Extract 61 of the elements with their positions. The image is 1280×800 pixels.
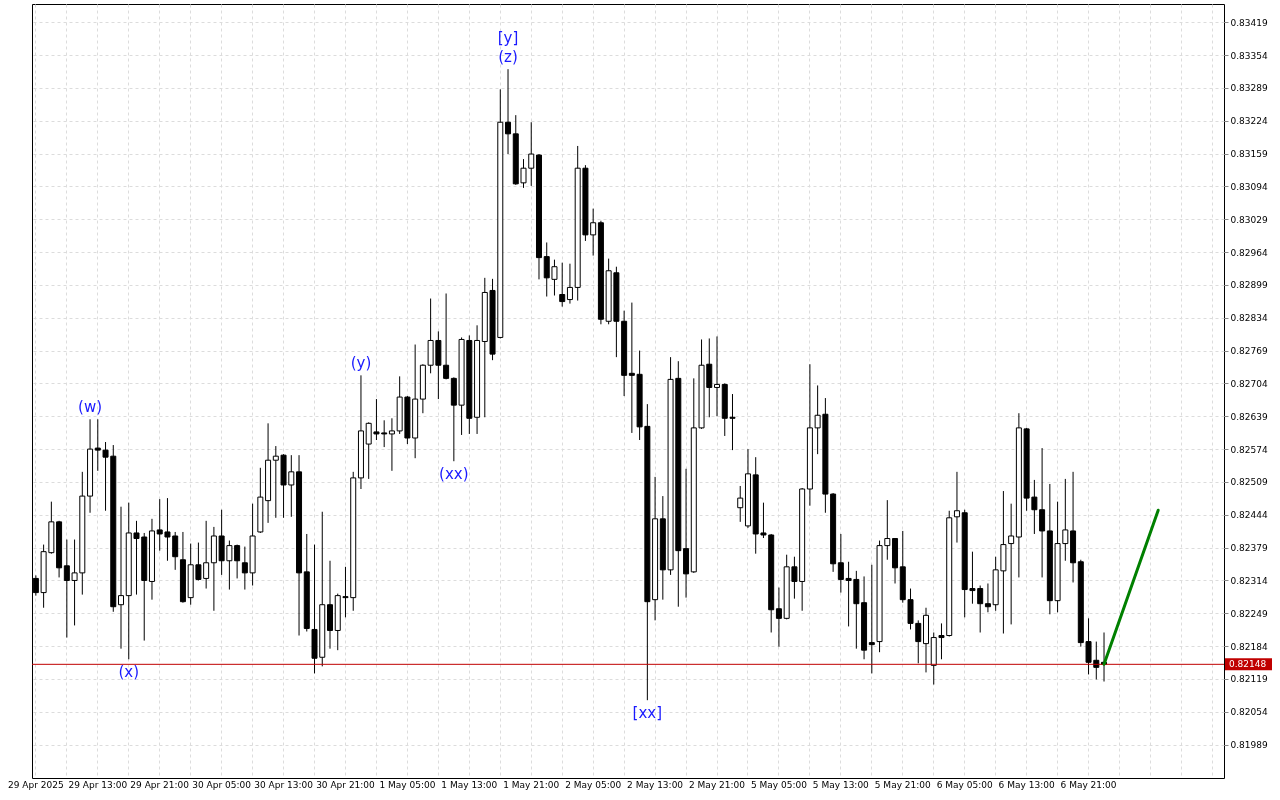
x-tick-label: 6 May 05:00 [936, 779, 993, 790]
y-tick-label: 0.82054 [1230, 707, 1268, 718]
x-tick-label: 6 May 13:00 [998, 779, 1055, 790]
x-tick-label: 30 Apr 21:00 [316, 779, 376, 790]
y-tick-label: 0.82769 [1230, 346, 1268, 357]
y-tick-label: 0.83419 [1230, 17, 1268, 28]
candlestick [388, 417, 395, 472]
y-tick-label: 0.82509 [1230, 477, 1268, 488]
candlestick [118, 506, 125, 650]
y-tick-label: 0.83094 [1230, 181, 1268, 192]
y-tick-label: 0.83289 [1230, 83, 1268, 94]
y-tick-label: 0.82574 [1230, 444, 1268, 455]
y-tick-label: 0.82444 [1230, 510, 1268, 521]
y-tick-label: 0.83224 [1230, 116, 1268, 127]
candlestick [953, 471, 960, 544]
x-tick-label: 29 Apr 13:00 [68, 779, 128, 790]
annotation: (y) [350, 354, 372, 373]
y-tick-label: 0.82639 [1230, 411, 1268, 422]
candlestick [984, 582, 991, 613]
x-tick-label: 29 Apr 21:00 [130, 779, 190, 790]
y-tick-label: 0.82899 [1230, 280, 1268, 291]
candlestick [775, 587, 782, 648]
candlestick [714, 335, 721, 417]
x-tick-label: 1 May 05:00 [379, 779, 436, 790]
annotation: (z) [498, 48, 518, 67]
y-tick-label: 0.82704 [1230, 378, 1268, 389]
x-tick-label: 1 May 13:00 [441, 779, 498, 790]
x-tick-label: 5 May 21:00 [874, 779, 932, 790]
x-tick-label: 1 May 21:00 [503, 779, 560, 790]
x-tick-label: 30 Apr 05:00 [192, 779, 252, 790]
x-tick-label: 2 May 13:00 [627, 779, 684, 790]
candlestick [868, 564, 875, 674]
x-tick-label: 5 May 05:00 [750, 779, 808, 790]
annotation: [xx] [632, 704, 663, 723]
y-tick-label: 0.83354 [1230, 50, 1268, 61]
y-tick-label: 0.83159 [1230, 149, 1268, 160]
annotation: (x) [118, 663, 140, 682]
y-tick-label: 0.82964 [1230, 247, 1268, 258]
y-tick-label: 0.82379 [1230, 543, 1268, 554]
y-tick-label: 0.82119 [1230, 674, 1268, 685]
y-tick-label: 0.83029 [1230, 214, 1268, 225]
x-tick-label: 30 Apr 13:00 [254, 779, 314, 790]
y-tick-label: 0.82314 [1230, 575, 1268, 586]
annotation: (xx) [439, 465, 469, 484]
candlestick [1008, 503, 1015, 625]
candlestick [559, 262, 566, 308]
annotation: (w) [78, 398, 103, 417]
x-tick-label: 2 May 21:00 [689, 779, 746, 790]
y-tick-label: 0.82834 [1230, 313, 1268, 324]
candlestick [566, 263, 573, 305]
ref-line-label: 0.82148 [1229, 659, 1267, 670]
x-tick-label: 29 Apr 2025 [8, 779, 64, 790]
annotation: [y] [497, 29, 519, 48]
x-tick-label: 6 May 21:00 [1060, 779, 1117, 790]
x-tick-label: 2 May 05:00 [565, 779, 622, 790]
y-tick-label: 0.82184 [1230, 641, 1268, 652]
y-tick-label: 0.82249 [1230, 608, 1268, 619]
y-tick-label: 0.81989 [1230, 740, 1268, 751]
candlestick [737, 485, 744, 523]
x-tick-label: 5 May 13:00 [812, 779, 870, 790]
candlestick [505, 68, 512, 155]
